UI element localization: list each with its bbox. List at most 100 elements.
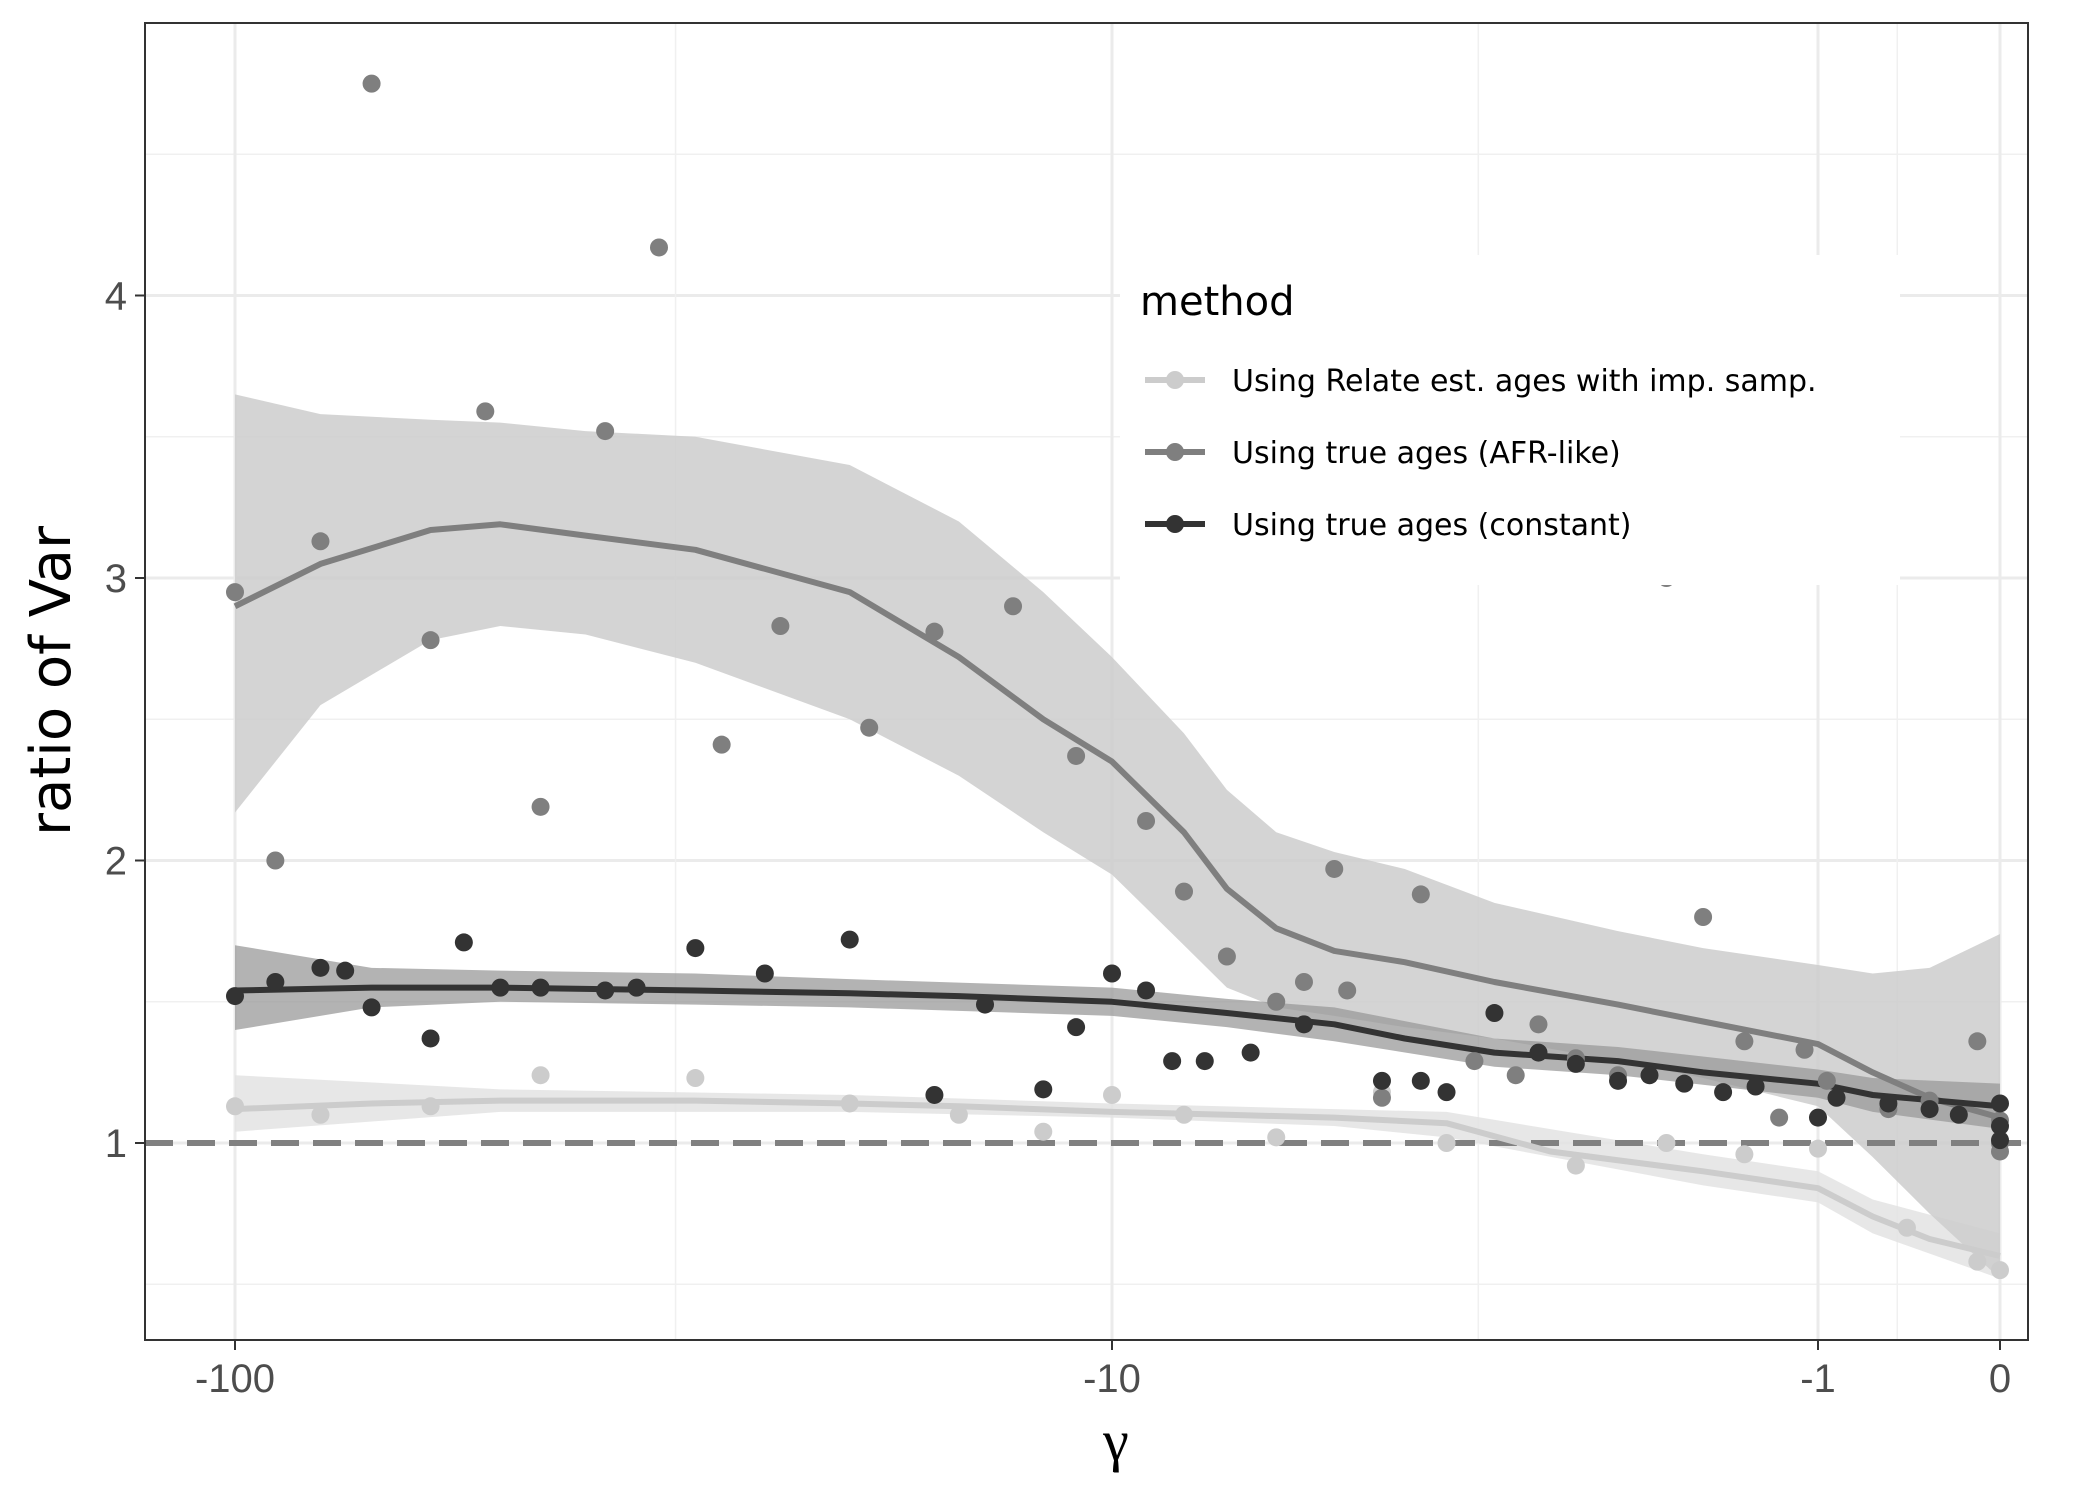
data-point <box>1004 597 1023 616</box>
data-point <box>1163 1052 1182 1071</box>
legend-entry-label: Using true ages (constant) <box>1232 508 1632 543</box>
legend: method Using Relate est. ages with imp. … <box>1120 255 1900 585</box>
data-point <box>1735 1145 1754 1164</box>
data-point <box>1175 882 1194 901</box>
data-point <box>531 978 550 997</box>
data-point <box>1411 1071 1430 1090</box>
data-point <box>1485 1004 1504 1023</box>
x-axis: -100 -10 -1 0 <box>195 1340 2011 1401</box>
legend-background <box>1120 255 1900 585</box>
data-point <box>1267 992 1286 1011</box>
legend-key-point <box>1166 371 1184 389</box>
data-point <box>1809 1108 1827 1127</box>
data-point <box>1411 885 1430 904</box>
data-point <box>491 978 510 997</box>
confidence-band <box>235 394 2000 1279</box>
data-point <box>596 422 615 441</box>
data-point <box>531 1066 550 1085</box>
data-point <box>1338 981 1357 1000</box>
data-point <box>362 998 381 1017</box>
data-point <box>1067 746 1086 765</box>
y-tick-label: 1 <box>105 1122 127 1166</box>
data-point <box>1694 908 1713 926</box>
data-point <box>1137 981 1156 1000</box>
data-point <box>1566 1054 1585 1073</box>
data-point <box>596 981 615 1000</box>
data-point <box>1137 811 1156 830</box>
data-point <box>421 1029 440 1048</box>
x-tick-label: 0 <box>1989 1357 2011 1401</box>
data-point <box>1034 1080 1053 1099</box>
data-point <box>1609 1071 1628 1090</box>
data-point <box>1897 1218 1916 1237</box>
data-point <box>976 995 995 1014</box>
data-point <box>1103 964 1121 983</box>
data-point <box>1372 1071 1391 1090</box>
data-point <box>476 402 495 421</box>
data-point <box>1657 1134 1676 1152</box>
data-point <box>226 1097 244 1116</box>
y-axis-title: ratio of Var <box>19 525 84 836</box>
data-point <box>311 958 330 977</box>
data-point <box>1267 1128 1286 1147</box>
legend-title: method <box>1140 279 1294 325</box>
data-point <box>1879 1094 1898 1113</box>
data-point <box>860 718 879 737</box>
x-tick-label: -100 <box>195 1357 275 1401</box>
data-point <box>1195 1052 1214 1071</box>
data-point <box>1529 1043 1548 1062</box>
data-points <box>226 74 2009 1280</box>
data-point <box>1968 1252 1987 1271</box>
plot-panel-border <box>144 22 2029 1341</box>
data-point <box>226 583 244 602</box>
data-point <box>454 933 473 952</box>
data-point <box>1827 1088 1846 1107</box>
x-axis-title: γ <box>1102 1408 1129 1473</box>
data-point <box>712 735 731 754</box>
data-point <box>266 972 285 991</box>
data-point <box>1991 1117 2009 1136</box>
data-point <box>1103 1085 1121 1104</box>
data-point <box>771 617 790 636</box>
data-point <box>266 851 285 870</box>
data-point <box>1437 1083 1456 1102</box>
data-point <box>1735 1032 1754 1051</box>
data-point <box>686 1069 705 1088</box>
data-point <box>1325 859 1344 878</box>
data-point <box>1817 1071 1836 1090</box>
data-point <box>1566 1156 1585 1175</box>
data-point <box>1991 1131 2009 1150</box>
data-point <box>336 961 355 980</box>
x-tick-label: -1 <box>1800 1357 1836 1401</box>
data-point <box>1506 1066 1525 1085</box>
data-point <box>1034 1122 1053 1141</box>
data-point <box>1795 1040 1814 1059</box>
data-point <box>531 797 550 816</box>
data-point <box>1640 1066 1659 1085</box>
data-point <box>1465 1052 1484 1071</box>
data-point <box>840 930 859 949</box>
data-point <box>925 1085 944 1104</box>
data-point <box>1675 1074 1694 1093</box>
y-tick-label: 2 <box>105 840 127 884</box>
data-point <box>1372 1088 1391 1107</box>
legend-entry-label: Using Relate est. ages with imp. samp. <box>1232 364 1817 399</box>
data-point <box>686 939 705 958</box>
data-point <box>650 238 669 257</box>
legend-key-point <box>1166 515 1184 533</box>
y-tick-label: 3 <box>105 557 127 601</box>
legend-key-point <box>1166 443 1184 461</box>
legend-entry-label: Using true ages (AFR-like) <box>1232 436 1621 471</box>
smooth-curves <box>233 521 2001 1259</box>
data-point <box>1217 947 1236 966</box>
data-point <box>1714 1083 1733 1102</box>
data-point <box>1294 1015 1313 1034</box>
data-point <box>949 1105 968 1124</box>
data-point <box>226 987 244 1006</box>
data-point <box>1241 1043 1260 1062</box>
y-axis: 1 2 3 4 <box>105 275 145 1166</box>
data-point <box>1067 1018 1086 1037</box>
data-point <box>925 622 944 641</box>
data-point <box>1529 1015 1548 1034</box>
data-point <box>1809 1139 1827 1158</box>
